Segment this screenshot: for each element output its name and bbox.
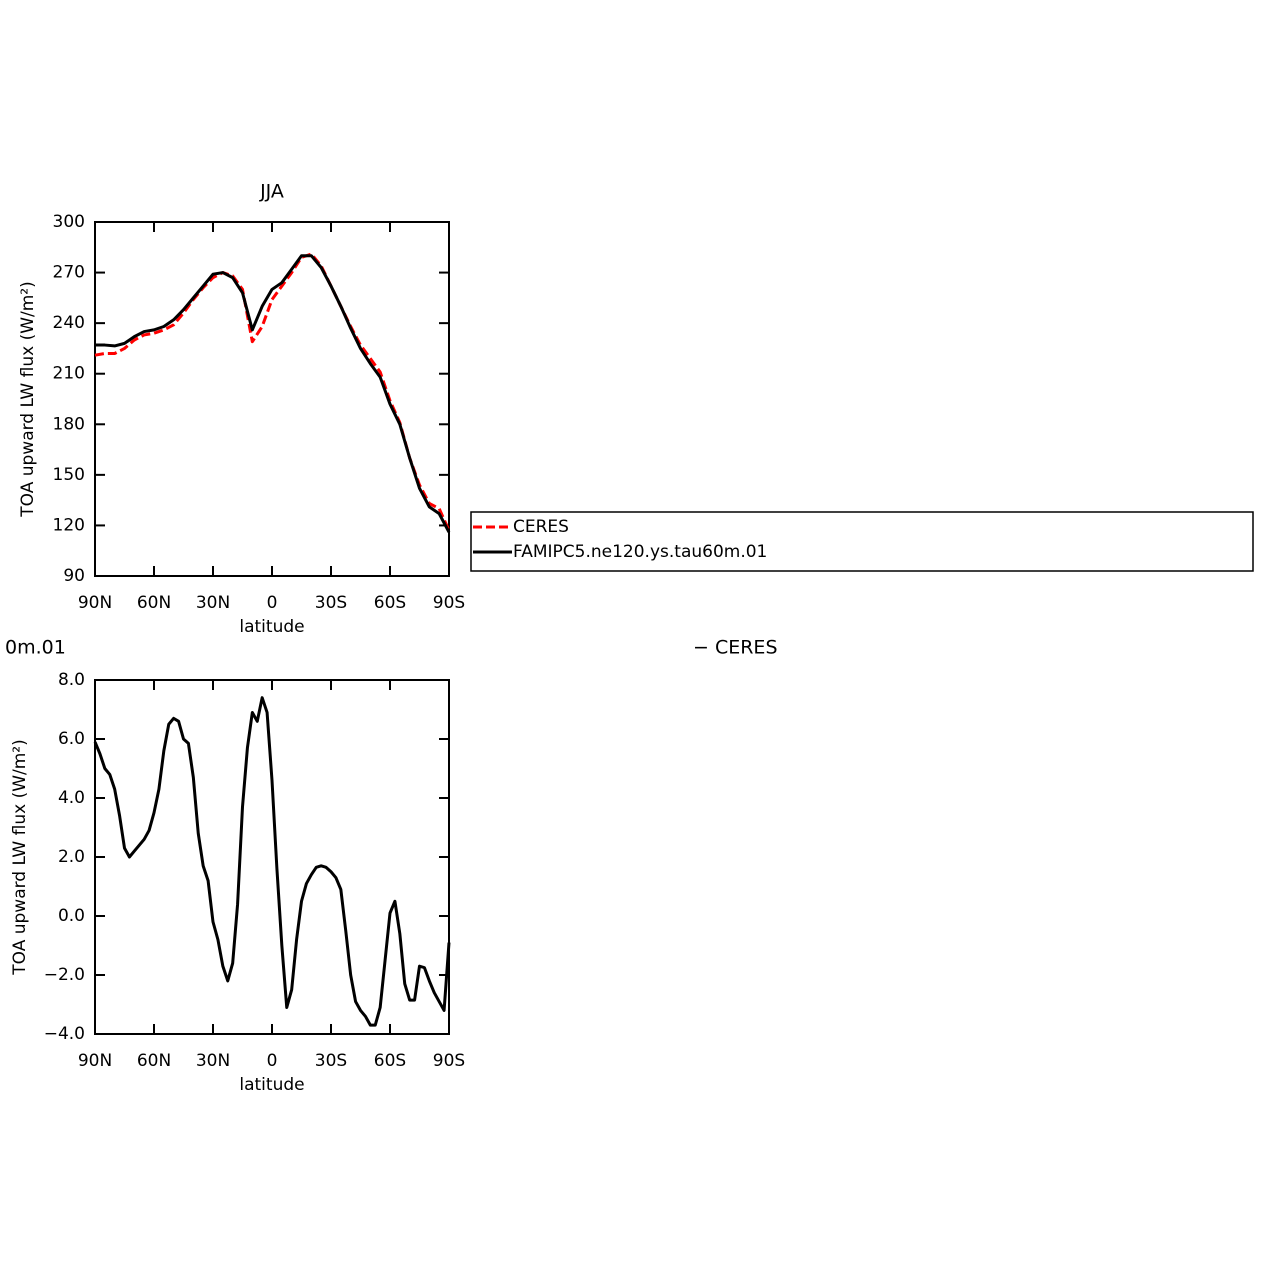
x-tick-label: 60N [137,1051,171,1071]
x-tick-label: 90N [78,1051,112,1071]
y-tick-label: −2.0 [44,965,85,985]
y-tick-label: 300 [53,212,85,232]
y-tick-label: 4.0 [58,788,85,808]
plot-frame [94,679,450,1035]
x-tick-label: 60S [374,1051,406,1071]
x-axis-label: latitude [239,1075,304,1095]
y-axis-label: TOA upward LW flux (W/m²) [18,281,38,518]
y-tick-label: 240 [53,313,85,333]
x-tick-label: 0 [267,1051,278,1071]
y-tick-label: −4.0 [44,1024,85,1044]
legend-label: FAMIPC5.ne120.ys.tau60m.01 [513,542,767,562]
x-tick-label: 30S [315,1051,347,1071]
plot-frame [94,221,450,577]
y-tick-label: 0.0 [58,906,85,926]
y-tick-label: 150 [53,465,85,485]
y-tick-label: 8.0 [58,670,85,690]
chart-title: JJA [259,181,284,203]
y-axis-label: TOA upward LW flux (W/m²) [10,739,30,976]
x-tick-label: 90N [78,593,112,613]
y-tick-label: 120 [53,515,85,535]
x-tick-label: 30N [196,593,230,613]
y-tick-label: 6.0 [58,729,85,749]
annotation: − CERES [693,637,778,659]
legend-label: CERES [513,517,569,537]
y-tick-label: 2.0 [58,847,85,867]
x-tick-label: 90S [433,593,465,613]
x-tick-label: 30S [315,593,347,613]
x-tick-label: 60S [374,593,406,613]
y-tick-label: 270 [53,263,85,283]
legend-box [470,511,1254,572]
x-axis-label: latitude [239,617,304,637]
data-line [95,254,451,533]
x-tick-label: 60N [137,593,171,613]
y-tick-label: 210 [53,364,85,384]
annotation: 0m.01 [5,637,66,659]
data-line [93,696,451,1027]
y-tick-label: 180 [53,414,85,434]
y-tick-label: 90 [63,566,85,586]
x-tick-label: 0 [267,593,278,613]
data-line [94,252,451,532]
x-tick-label: 30N [196,1051,230,1071]
x-tick-label: 90S [433,1051,465,1071]
